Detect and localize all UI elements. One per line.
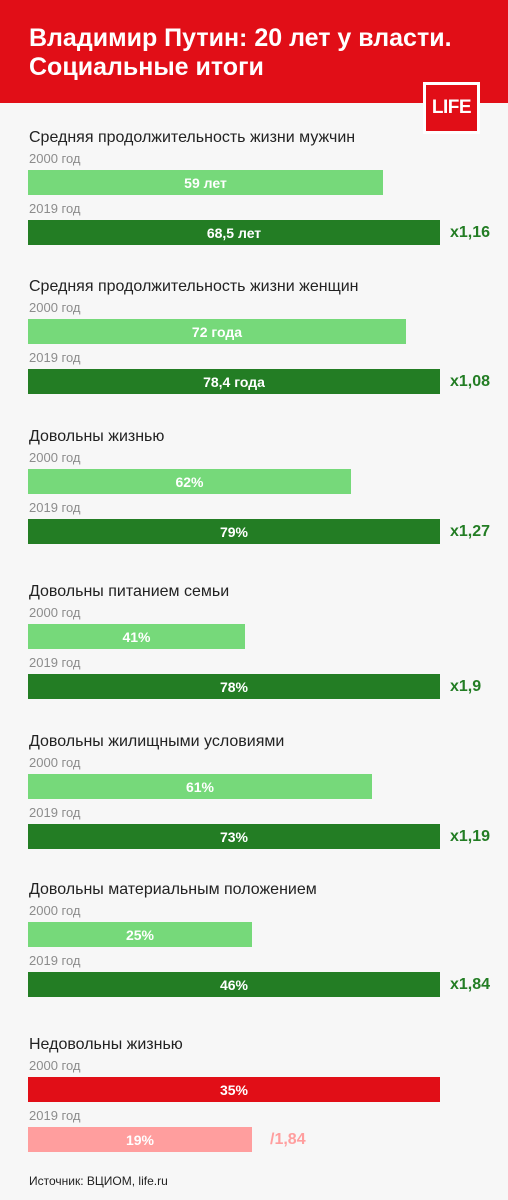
- bar-2019: 79%: [28, 519, 440, 544]
- bar-value-label: 73%: [219, 828, 249, 845]
- group-title: Недовольны жизнью: [29, 1036, 183, 1053]
- year-label-2019: 2019 год: [29, 350, 81, 365]
- bar-value-label: 25%: [125, 926, 155, 943]
- group-title: Довольны материальным положением: [29, 881, 317, 898]
- bar-value-label: 41%: [122, 628, 151, 645]
- ratio-label: x1,08: [450, 373, 491, 390]
- chart-group: Недовольны жизнью 2000 год 35% 2019 год 19% /…: [0, 1035, 508, 1185]
- chart-group: Довольны жилищными условиями 2000 год 61% 2…: [0, 732, 508, 882]
- group-title: Довольны жилищными условиями: [29, 733, 285, 750]
- bar-2000: 72 года: [28, 319, 406, 344]
- bar-2000: 41%: [28, 624, 245, 649]
- chart-group: Довольны жизнью 2000 год 62% 2019 год 79% x1,…: [0, 427, 508, 577]
- ratio-label: x1,9: [450, 678, 482, 695]
- year-label-2000: 2000 год: [29, 755, 81, 770]
- source-note: Источник: ВЦИОМ, life.ru: [29, 1174, 168, 1188]
- year-label-2019: 2019 год: [29, 1108, 81, 1123]
- logo-text: LIFE: [431, 97, 472, 118]
- bar-2019: 46%: [28, 972, 440, 997]
- bar-2019: 78,4 года: [28, 369, 440, 394]
- page-title: Владимир Путин: 20 лет у власти. Социаль…: [29, 24, 452, 81]
- bar-value-label: 68,5 лет: [206, 224, 262, 241]
- year-label-2019: 2019 год: [29, 500, 81, 515]
- bar-value-label: 78,4 года: [203, 373, 265, 390]
- bar-value-label: 59 лет: [184, 174, 227, 191]
- group-title: Средняя продолжительность жизни мужчин: [29, 129, 356, 146]
- year-label-2000: 2000 год: [29, 450, 81, 465]
- ratio-label: x1,27: [450, 523, 491, 540]
- bar-2000: 25%: [28, 922, 252, 947]
- bar-value-label: 79%: [219, 523, 249, 540]
- bar-2000: 62%: [28, 469, 351, 494]
- bar-value-label: 35%: [219, 1081, 249, 1098]
- ratio-label: /1,84: [270, 1131, 306, 1148]
- bar-2000: 35%: [28, 1077, 440, 1102]
- year-label-2019: 2019 год: [29, 655, 81, 670]
- life-logo: LIFE: [423, 82, 480, 134]
- bar-value-label: 46%: [219, 976, 249, 993]
- chart-group: Довольны материальным положением 2000 год…: [0, 880, 508, 1030]
- bar-value-label: 72 года: [191, 323, 243, 340]
- year-label-2000: 2000 год: [29, 903, 81, 918]
- year-label-2000: 2000 год: [29, 300, 81, 315]
- year-label-2000: 2000 год: [29, 1058, 81, 1073]
- bar-2000: 59 лет: [28, 170, 383, 195]
- ratio-label: x1,19: [450, 828, 491, 845]
- bar-2019: 78%: [28, 674, 440, 699]
- year-label-2000: 2000 год: [29, 605, 81, 620]
- ratio-label: x1,84: [450, 976, 491, 993]
- bar-value-label: 78%: [219, 678, 249, 695]
- year-label-2000: 2000 год: [29, 151, 81, 166]
- bar-2019: 19%: [28, 1127, 252, 1152]
- group-title: Довольны питанием семьи: [29, 583, 230, 600]
- year-label-2019: 2019 год: [29, 953, 81, 968]
- group-title: Средняя продолжительность жизни женщин: [29, 278, 359, 295]
- group-title: Довольны жизнью: [29, 428, 165, 445]
- header-banner: Владимир Путин: 20 лет у власти. Социаль…: [0, 0, 508, 103]
- bar-value-label: 61%: [185, 778, 215, 795]
- bar-value-label: 62%: [175, 473, 204, 490]
- chart-group: Довольны питанием семьи 2000 год 41% 2019 г…: [0, 582, 508, 732]
- ratio-label: x1,16: [450, 224, 491, 241]
- bar-2019: 68,5 лет: [28, 220, 440, 245]
- bar-value-label: 19%: [125, 1131, 155, 1148]
- bar-2019: 73%: [28, 824, 440, 849]
- bar-2000: 61%: [28, 774, 372, 799]
- chart-group: Средняя продолжительность жизни мужчин 20…: [0, 128, 508, 278]
- year-label-2019: 2019 год: [29, 805, 81, 820]
- chart-group: Средняя продолжительность жизни женщин 20…: [0, 277, 508, 427]
- year-label-2019: 2019 год: [29, 201, 81, 216]
